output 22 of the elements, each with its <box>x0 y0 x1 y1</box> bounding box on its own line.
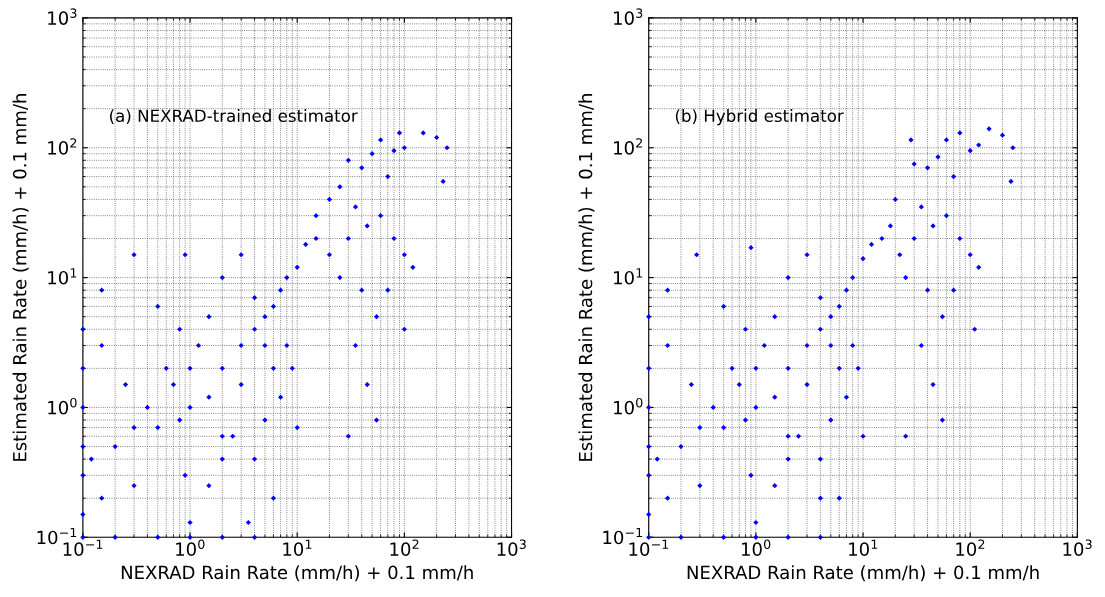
x-tick-label: 10$^{3}$ <box>1063 539 1092 556</box>
y-axis-title: Estimated Rain Rate (mm/h) + 0.1 mm/h <box>12 94 29 461</box>
annotation: (a) NEXRAD-trained estimator <box>110 109 358 124</box>
y-tick-label: 10$^{2}$ <box>614 138 642 155</box>
x-axis-title: NEXRAD Rain Rate (mm/h) + 0.1 mm/h <box>687 565 1039 582</box>
x-axis-title: NEXRAD Rain Rate (mm/h) + 0.1 mm/h <box>121 565 473 582</box>
y-tick-label: 10$^{3}$ <box>48 8 77 25</box>
x-tick-label: 10$^{1}$ <box>849 539 878 557</box>
y-tick-label: 10$^{2}$ <box>48 138 77 155</box>
x-tick-label: 10$^{1}$ <box>283 539 312 557</box>
x-tick-label: 10$^{2}$ <box>956 539 985 556</box>
x-tick-label: 10$^{3}$ <box>497 539 526 556</box>
annotation: (b) Hybrid estimator <box>675 109 844 126</box>
x-tick-label: 10$^{2}$ <box>390 539 419 556</box>
y-tick-label: 10$^{0}$ <box>614 397 643 415</box>
y-tick-label: 10$^{1}$ <box>48 268 77 285</box>
y-axis-title: Estimated Rain Rate (mm/h) + 0.1 mm/h <box>578 94 595 461</box>
y-tick-label: 10$^{1}$ <box>614 268 643 285</box>
y-tick-label: 10$^{3}$ <box>614 8 643 25</box>
y-tick-label: 10$^{0}$ <box>48 397 77 415</box>
x-tick-label: 10$^{0}$ <box>176 539 205 556</box>
x-tick-label: 10$^{0}$ <box>741 539 771 556</box>
